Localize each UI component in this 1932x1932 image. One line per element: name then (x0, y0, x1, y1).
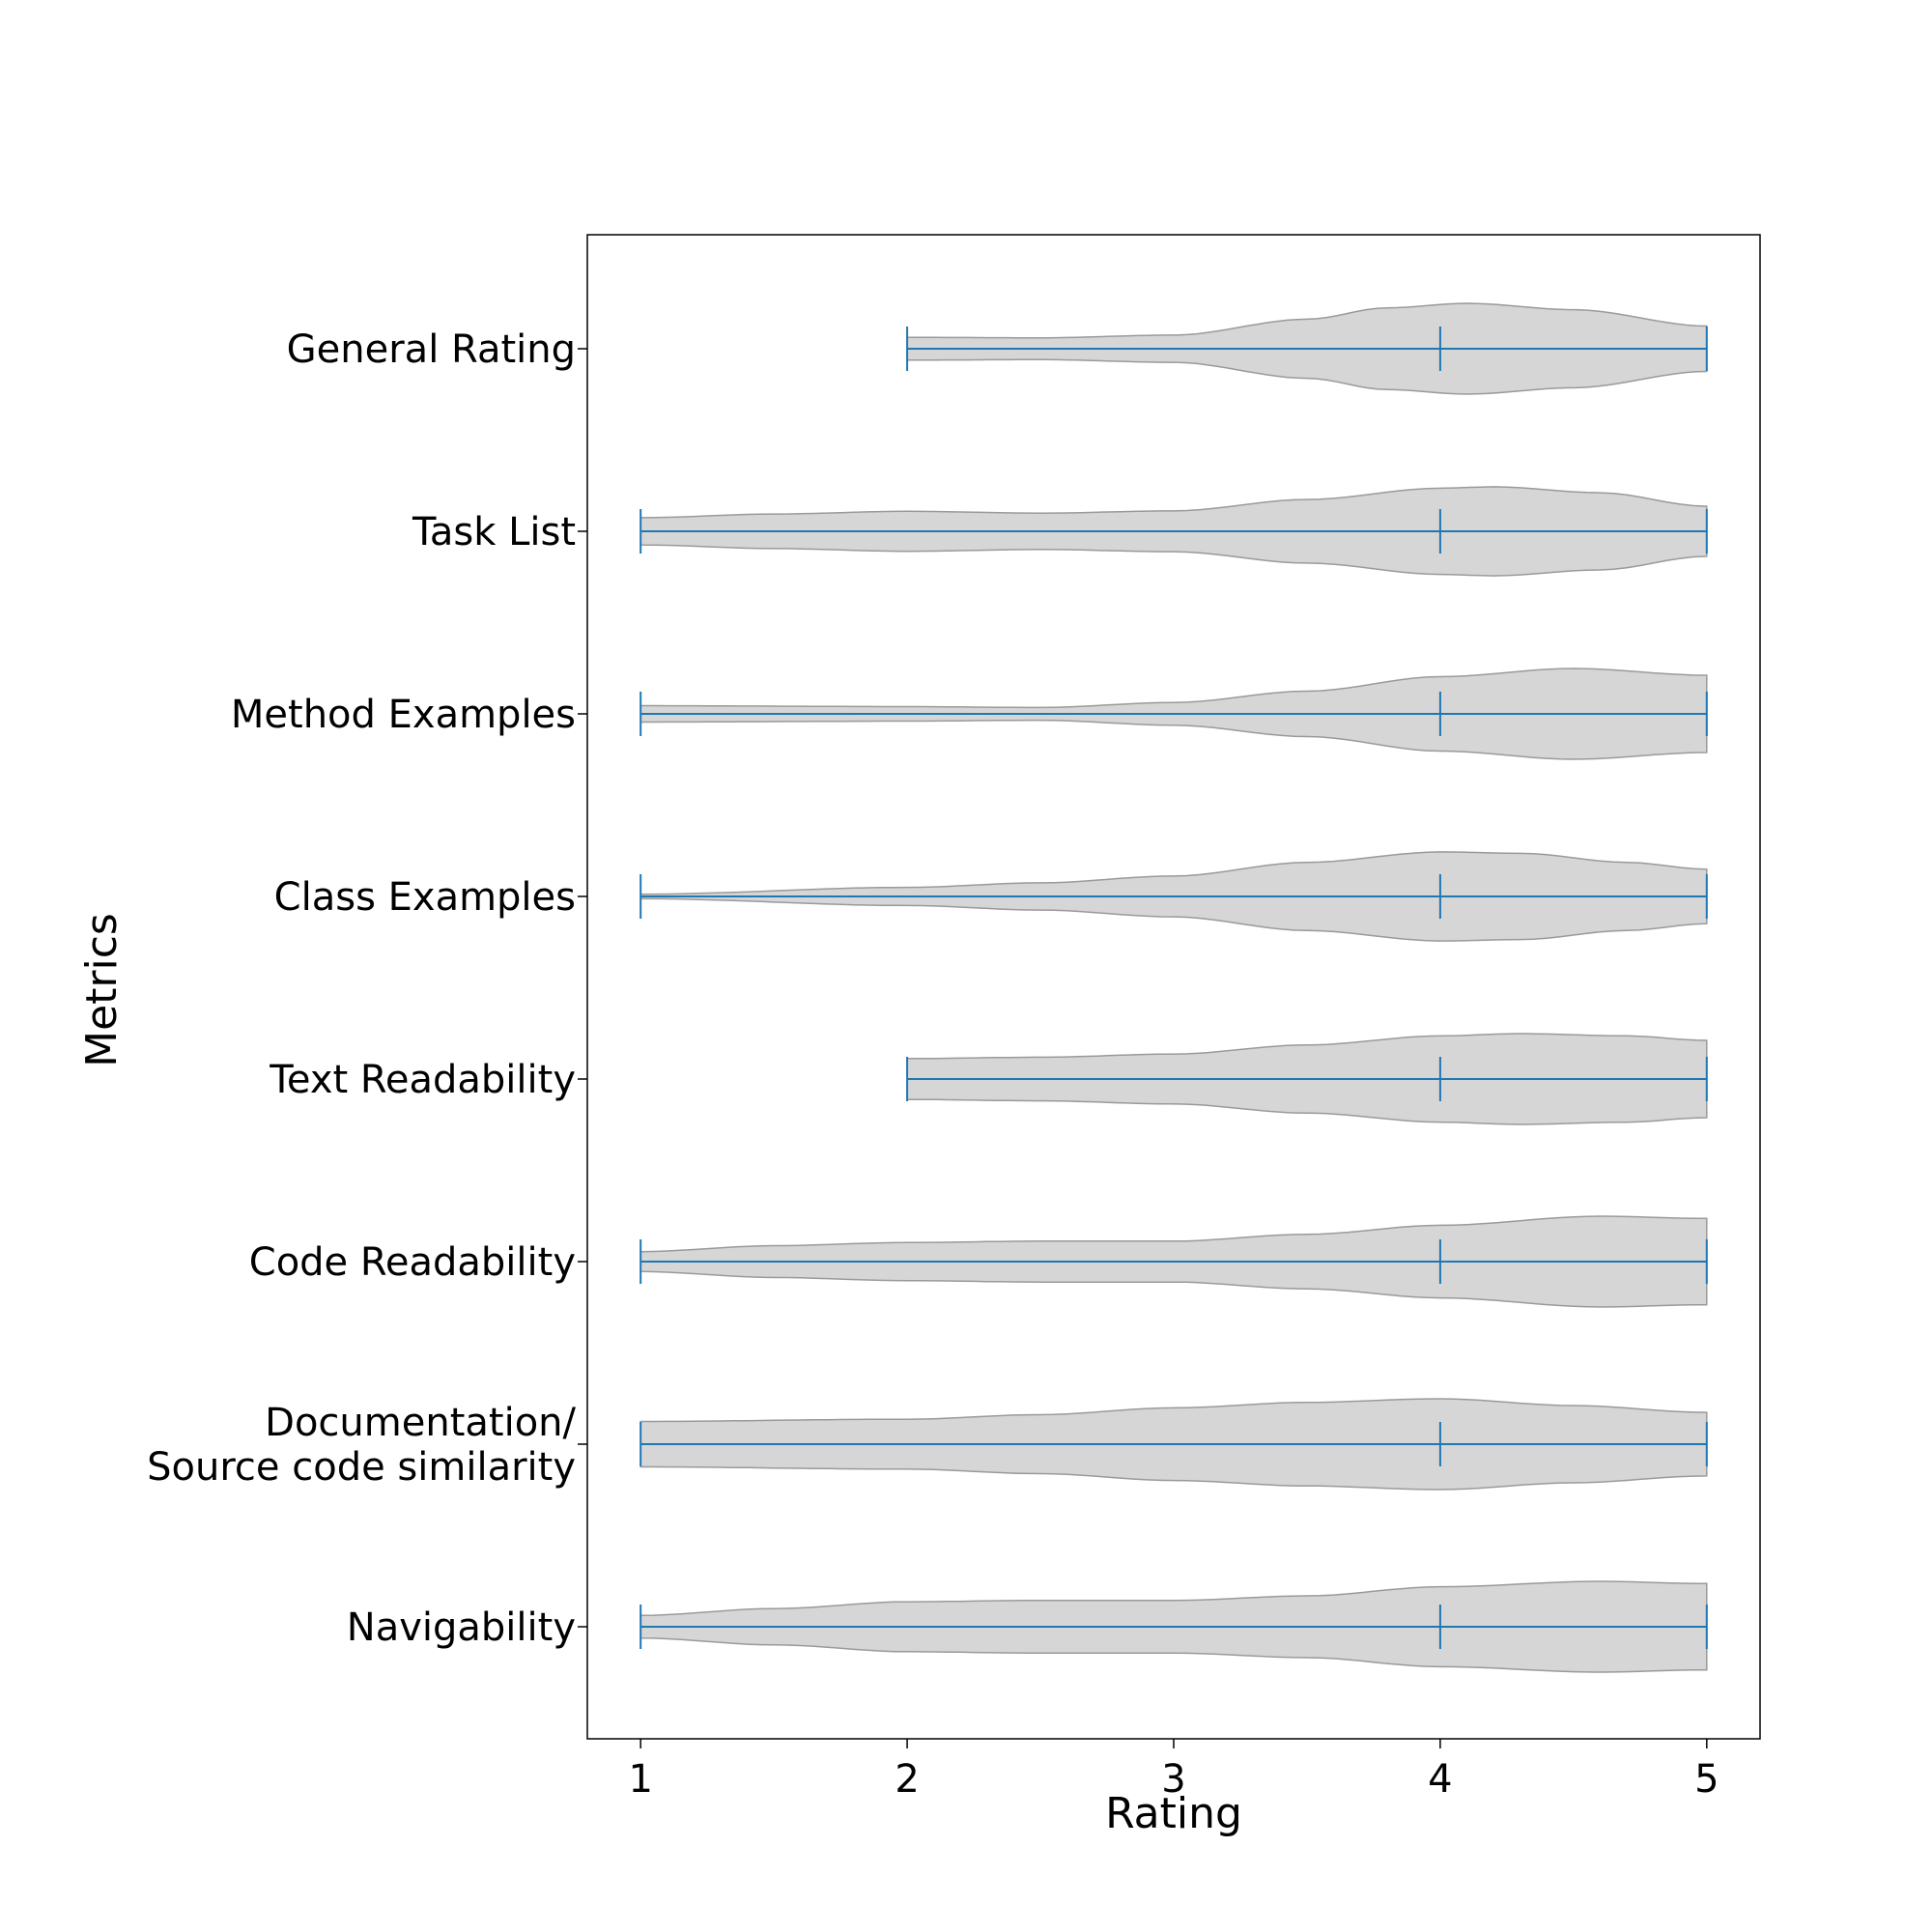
y-tick-label-line: Method Examples (231, 693, 576, 737)
y-tick-label: Text Readability (269, 1058, 576, 1102)
violins-layer (639, 302, 1708, 1673)
y-tick-label: Documentation/Source code similarity (147, 1401, 576, 1490)
y-tick-label-line: Source code similarity (147, 1445, 576, 1490)
y-tick-label: Task List (412, 510, 576, 554)
violin-group (639, 1215, 1708, 1308)
y-ticks-layer: General Rating Task List Method Examples Cl… (147, 327, 587, 1650)
x-axis-label: Rating (1105, 1789, 1242, 1838)
y-tick-label-line: General Rating (287, 327, 576, 372)
y-tick-label-line: Class Examples (274, 875, 576, 920)
x-tick-label: 1 (628, 1757, 652, 1802)
violin-group (639, 668, 1708, 760)
y-tick-label: Method Examples (231, 693, 576, 737)
x-tick-label: 2 (895, 1757, 919, 1802)
y-tick-label-line: Text Readability (269, 1058, 576, 1102)
y-axis-label: Metrics (77, 913, 127, 1067)
violin-group (906, 1033, 1708, 1125)
violin-group (639, 1398, 1708, 1491)
y-tick-label: Class Examples (274, 875, 576, 920)
x-tick-label: 5 (1694, 1757, 1719, 1802)
violin-group (639, 486, 1708, 577)
y-tick-label-line: Task List (412, 510, 576, 554)
y-tick-label-line: Documentation/ (265, 1401, 576, 1445)
x-tick-label: 3 (1161, 1757, 1185, 1802)
y-tick-label: Navigability (347, 1605, 576, 1650)
x-ticks-layer: 1 2 3 4 5 (628, 1739, 1719, 1802)
y-tick-label: Code Readability (249, 1240, 576, 1285)
x-tick-label: 4 (1428, 1757, 1452, 1802)
violin-group (639, 851, 1708, 942)
y-tick-label-line: Navigability (347, 1605, 576, 1650)
violin-group (639, 1580, 1708, 1673)
violin-group (906, 302, 1708, 395)
y-tick-label-line: Code Readability (249, 1240, 576, 1285)
y-tick-label: General Rating (287, 327, 576, 372)
